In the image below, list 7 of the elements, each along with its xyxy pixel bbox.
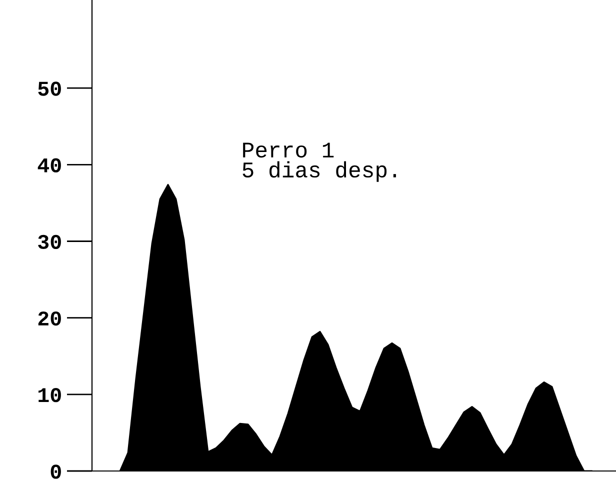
y-tick-label: 10: [38, 388, 61, 402]
y-tick-label: 0: [50, 464, 61, 479]
y-tick-label: 50: [38, 82, 61, 96]
y-tick-label: 40: [38, 158, 61, 172]
y-tick-label: 20: [38, 311, 61, 326]
y-tick-label: 30: [38, 234, 61, 250]
annotation: Perro 1 5 dias desp.: [242, 142, 396, 182]
